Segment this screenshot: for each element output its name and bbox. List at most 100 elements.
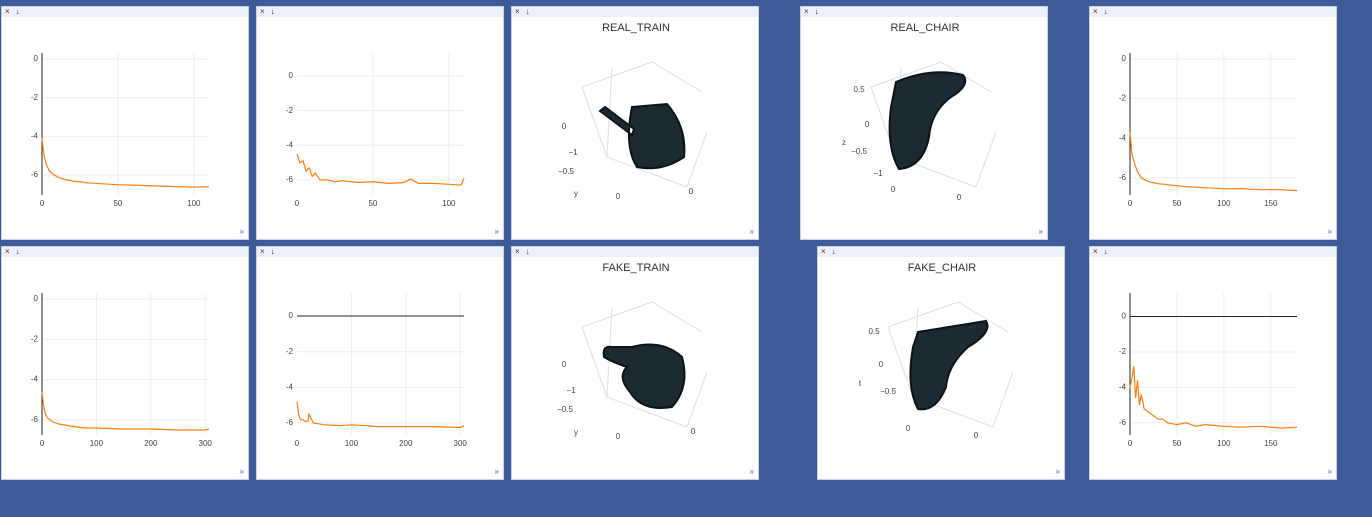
x-tick-label: 0 [1128,439,1133,448]
y-tick-label: -4 [1119,382,1127,391]
pane-header: × ↓ [1090,247,1336,257]
download-button[interactable]: ↓ [15,7,20,16]
x-tick-label: 100 [345,439,359,448]
download-button[interactable]: ↓ [1103,7,1108,16]
close-button[interactable]: × [515,247,520,256]
axis-tick-label: z [842,138,846,147]
x-tick-label: 50 [368,199,377,208]
x-tick-label: 200 [399,439,413,448]
expand-button[interactable]: » [1038,227,1043,236]
expand-button[interactable]: » [239,467,244,476]
close-button[interactable]: × [5,247,10,256]
axis-line [870,61,992,93]
x-tick-label: 200 [144,439,158,448]
close-button[interactable]: × [5,7,10,16]
download-button[interactable]: ↓ [15,247,20,256]
close-button[interactable]: × [1093,7,1098,16]
y-tick-label: -6 [31,415,39,424]
y-tick-label: -2 [286,106,294,115]
axis-tick-label: 0 [616,192,621,201]
plot: 0 -2 -4 -6 0 50 100 150 [1119,53,1298,208]
x-tick-label: 50 [1172,439,1181,448]
x-tick-label: 0 [295,439,300,448]
axis-tick-label: 0 [957,193,962,202]
y-tick-label: 0 [1122,54,1127,63]
expand-button[interactable]: » [494,467,499,476]
pane: × ↓ 0 -2 -4 -6 0 100 200 300» [256,246,504,480]
download-button[interactable]: ↓ [270,247,275,256]
axis-tick-label: −1 [873,169,883,178]
close-button[interactable]: × [515,7,520,16]
download-button[interactable]: ↓ [525,247,530,256]
x-tick-label: 150 [1264,439,1278,448]
y-tick-label: 0 [34,54,39,63]
x-tick-label: 100 [1217,439,1231,448]
point-cloud [602,343,686,409]
expand-button[interactable]: » [1327,467,1332,476]
axis-tick-label: 0 [691,427,696,436]
pane-header: × ↓ [512,247,758,257]
axis-tick-label: 0 [689,187,694,196]
axis-tick-label: 0 [879,360,884,369]
y-tick-label: 0 [289,311,294,320]
close-button[interactable]: × [1093,247,1098,256]
pane-header: × ↓ [257,7,503,17]
pane-header: × ↓ [2,247,248,257]
plot: FAKE_CHAIR 0.5 0 t −0.5 0 0 [859,262,1014,440]
x-tick-label: 50 [113,199,122,208]
y-tick-label: -6 [286,418,294,427]
pane: × ↓ REAL_CHAIR 0.5 0 z −0.5 −1 0 0» [800,6,1048,240]
close-button[interactable]: × [804,7,809,16]
pane-header: × ↓ [2,7,248,17]
download-button[interactable]: ↓ [814,7,819,16]
x-tick-label: 100 [442,199,456,208]
expand-button[interactable]: » [749,227,754,236]
plot: 0 -2 -4 -6 0 100 200 300 [286,293,467,448]
y-tick-label: -4 [1119,133,1127,142]
y-tick-label: -6 [286,175,294,184]
plot: 0 -2 -4 -6 0 50 100 [31,53,210,208]
chart-title: FAKE_CHAIR [908,262,977,274]
axis-tick-label: −0.5 [851,147,867,156]
expand-button[interactable]: » [749,467,754,476]
axis-line [887,301,1009,333]
x-tick-label: 150 [1264,199,1278,208]
axis-tick-label: y [574,189,578,198]
pane-header: × ↓ [1090,7,1336,17]
download-button[interactable]: ↓ [525,7,530,16]
axis-line [686,131,708,188]
expand-button[interactable]: » [1327,227,1332,236]
pane-header: × ↓ [512,7,758,17]
y-tick-label: -6 [31,170,39,179]
y-tick-label: -4 [286,382,294,391]
point-cloud [598,102,686,170]
plot: 0 -2 -4 -6 0 50 100 150 [1119,293,1298,448]
axis-tick-label: −0.5 [880,387,896,396]
close-button[interactable]: × [821,247,826,256]
chart-title: FAKE_TRAIN [602,262,669,274]
download-button[interactable]: ↓ [831,247,836,256]
expand-button[interactable]: » [1055,467,1060,476]
download-button[interactable]: ↓ [1103,247,1108,256]
pane: × ↓ FAKE_TRAIN 0 −1 −0.5 y 0 0» [511,246,759,480]
x-tick-label: 0 [1128,199,1133,208]
pane: × ↓ 0 -2 -4 -6 0 100 200 300» [1,246,249,480]
plot: REAL_CHAIR 0.5 0 z −0.5 −1 0 0 [842,22,997,202]
x-tick-label: 300 [199,439,213,448]
y-tick-label: -6 [1119,418,1127,427]
x-tick-label: 0 [40,199,45,208]
expand-button[interactable]: » [239,227,244,236]
y-tick-label: -4 [31,131,39,140]
download-button[interactable]: ↓ [270,7,275,16]
axis-tick-label: 0 [865,120,870,129]
close-button[interactable]: × [260,7,265,16]
axis-tick-label: 0.5 [853,85,865,94]
loss-line [41,391,210,431]
expand-button[interactable]: » [494,227,499,236]
axis-tick-label: 0.5 [868,327,880,336]
loss-line [1129,132,1298,192]
close-button[interactable]: × [260,247,265,256]
y-tick-label: -2 [286,347,294,356]
pane: × ↓ 0 -2 -4 -6 0 50 100» [1,6,249,240]
axis-tick-label: −1 [566,386,576,395]
